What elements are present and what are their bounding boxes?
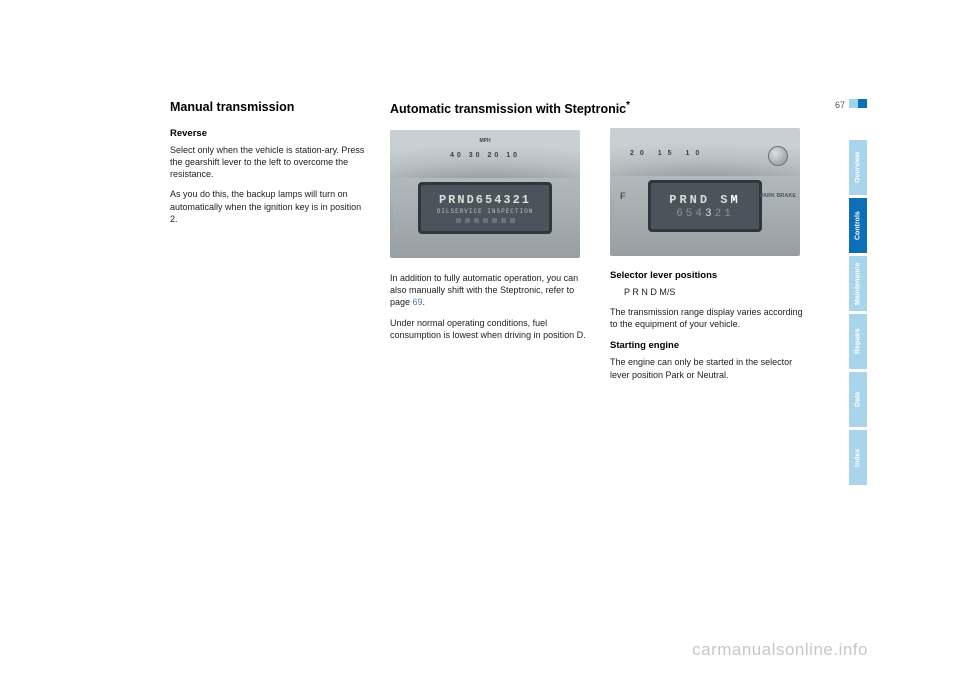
para-consumption: Under normal operating conditions, fuel … xyxy=(390,317,590,341)
watermark-text: carmanualsonline.info xyxy=(692,640,868,660)
para-range-display: The transmission range display varies ac… xyxy=(610,306,810,330)
gauge-mph-label: MPH xyxy=(479,138,490,144)
tab-controls[interactable]: Controls xyxy=(849,198,867,253)
para-starting-engine: The engine can only be started in the se… xyxy=(610,356,810,380)
dashboard-image-2: 20 15 10 PRND SM 654321 PARK BRAKE F 530… xyxy=(610,128,800,256)
park-brake-icon: PARK BRAKE xyxy=(760,193,796,199)
para-reverse-1: Select only when the vehicle is station-… xyxy=(170,144,370,180)
heading-manual-transmission: Manual transmission xyxy=(170,100,370,114)
para-steptronic: In addition to fully automatic operation… xyxy=(390,272,590,308)
tab-index[interactable]: Index xyxy=(849,430,867,485)
subhead-selector-positions: Selector lever positions xyxy=(610,270,810,281)
lcd-display-1: PRND654321 OILSERVICE INSPECTION xyxy=(418,182,552,234)
page-content: Manual transmission Reverse Select only … xyxy=(170,100,830,560)
column-manual-transmission: Manual transmission Reverse Select only … xyxy=(170,100,370,560)
lcd-line-service: OILSERVICE INSPECTION xyxy=(437,208,534,215)
tab-maintenance[interactable]: Maintenance xyxy=(849,256,867,311)
subhead-starting-engine: Starting engine xyxy=(610,340,810,351)
trip-reset-knob xyxy=(768,146,788,166)
sidebar-tabs: Overview Controls Maintenance Repairs Da… xyxy=(849,140,867,488)
image-ref-2: 530us239 xyxy=(610,200,615,229)
page-marker xyxy=(849,99,867,108)
page-link-69[interactable]: 69 xyxy=(413,297,423,307)
tab-repairs[interactable]: Repairs xyxy=(849,314,867,369)
lcd-line-gears: 654321 xyxy=(676,208,734,220)
image-ref-1: 530us238 xyxy=(390,202,395,231)
gauge-numbers: 40 30 20 10 xyxy=(390,152,580,159)
page-number: 67 xyxy=(835,100,845,110)
para-prnd-list: P R N D M/S xyxy=(610,286,810,298)
tab-data[interactable]: Data xyxy=(849,372,867,427)
gauge-arc: MPH 40 30 20 10 xyxy=(390,130,580,178)
tab-overview[interactable]: Overview xyxy=(849,140,867,195)
lcd-line-prnd: PRND654321 xyxy=(439,193,531,207)
lcd-indicator-dots xyxy=(456,218,515,223)
heading-automatic: Automatic transmission with Steptronic* xyxy=(390,100,590,116)
column-automatic-2: . 20 15 10 PRND SM 654321 PARK BRAKE F 5… xyxy=(610,100,810,560)
para-reverse-2: As you do this, the backup lamps will tu… xyxy=(170,188,370,224)
fuel-f-icon: F xyxy=(620,192,626,202)
lcd-display-2: PRND SM 654321 xyxy=(648,180,762,232)
dashboard-image-1: MPH 40 30 20 10 PRND654321 OILSERVICE IN… xyxy=(390,130,580,258)
column-automatic-1: Automatic transmission with Steptronic* … xyxy=(390,100,590,560)
lcd-line-prnd-sm: PRND SM xyxy=(669,193,740,207)
subhead-reverse: Reverse xyxy=(170,128,370,139)
